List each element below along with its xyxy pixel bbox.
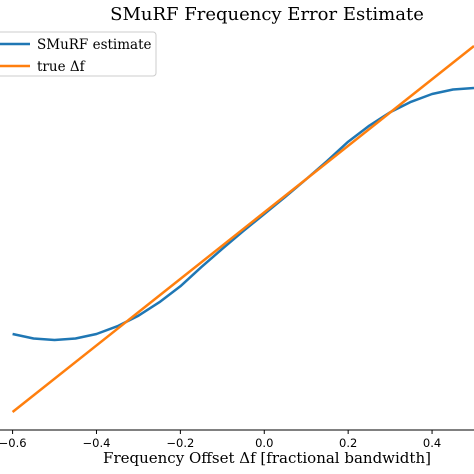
x-tick-label: 0.0 — [255, 436, 273, 450]
x-tick-label: −0.2 — [166, 436, 194, 450]
legend: SMuRF estimate true Δf — [0, 31, 157, 77]
x-tick-label: −0.6 — [0, 436, 27, 450]
series-line-1 — [11, 45, 474, 413]
x-tick-label: 0.4 — [423, 436, 441, 450]
series-layer — [11, 45, 474, 413]
plot-area: −0.6 −0.4 −0.2 0.0 0.2 0.4 — [0, 45, 474, 450]
x-axis-label: Frequency Offset Δf [fractional bandwidt… — [103, 449, 431, 467]
x-tick-label: −0.4 — [83, 436, 111, 450]
legend-frame — [0, 31, 157, 77]
legend-label-smurf-estimate: SMuRF estimate — [37, 37, 152, 53]
x-tick-label: 0.2 — [339, 436, 357, 450]
chart-title: SMuRF Frequency Error Estimate — [110, 4, 424, 25]
series-line-0 — [12, 86, 474, 342]
x-ticks: −0.6 −0.4 −0.2 0.0 0.2 0.4 — [0, 430, 441, 450]
legend-label-true-delta-f: true Δf — [37, 59, 86, 75]
